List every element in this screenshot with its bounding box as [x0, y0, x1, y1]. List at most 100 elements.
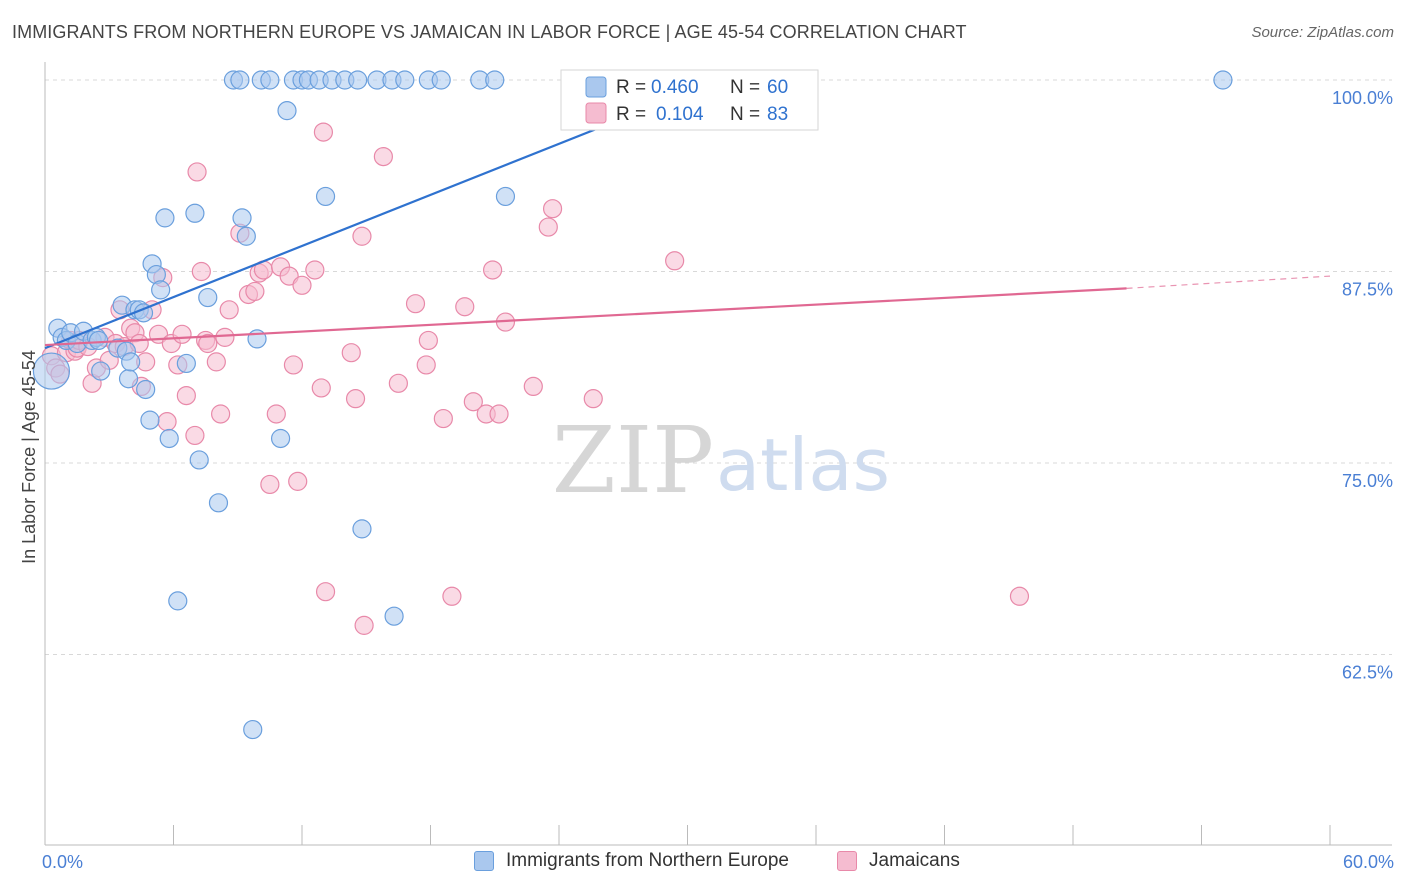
- legend-pink-n-label: N =: [730, 104, 760, 125]
- pink-point: [198, 333, 218, 354]
- pink-series-points: [41, 70, 1030, 635]
- pink-point: [219, 300, 239, 320]
- blue-point: [91, 361, 111, 381]
- pink-point: [187, 162, 207, 182]
- pink-point: [1009, 586, 1030, 606]
- blue-point: [277, 101, 297, 121]
- legend-swatch-pink: [837, 851, 857, 871]
- pink-point: [433, 408, 453, 429]
- blue-point: [208, 493, 229, 513]
- pink-point: [288, 471, 308, 491]
- blue-point: [232, 208, 252, 228]
- pink-point: [157, 412, 177, 432]
- pink-point: [405, 294, 426, 314]
- pink-point: [283, 355, 304, 375]
- blue-point: [88, 330, 109, 351]
- legend-pink-r-value: 0.104: [656, 104, 704, 125]
- blue-point: [485, 70, 505, 90]
- legend-item-jamaicans: Jamaicans: [837, 850, 960, 872]
- blue-point: [1213, 70, 1233, 90]
- pink-point: [305, 260, 325, 280]
- pink-point: [206, 352, 226, 372]
- blue-point: [395, 70, 415, 90]
- blue-point: [136, 379, 156, 400]
- y-tick-label: 75.0%: [1342, 471, 1393, 491]
- blue-point: [315, 186, 336, 207]
- legend-bottom: Immigrants from Northern Europe Jamaican…: [0, 850, 1406, 880]
- pink-point: [245, 281, 265, 302]
- x-tick-label-max: 60.0%: [1342, 852, 1394, 872]
- pink-point: [538, 217, 558, 237]
- blue-point: [352, 519, 372, 539]
- pink-point: [211, 404, 231, 424]
- blue-point: [118, 369, 139, 389]
- pink-point: [665, 251, 685, 271]
- y-tick-label: 87.5%: [1342, 280, 1393, 300]
- blue-point: [495, 186, 516, 207]
- pink-point: [185, 425, 205, 446]
- blue-series-points: [32, 70, 1233, 740]
- legend-label-jamaicans: Jamaicans: [869, 850, 960, 871]
- pink-point: [352, 226, 372, 246]
- blue-point: [198, 287, 218, 308]
- legend-pink-swatch: [585, 102, 607, 124]
- blue-point: [270, 428, 291, 449]
- pink-point: [442, 586, 462, 606]
- legend-blue-swatch: [585, 76, 607, 98]
- legend-label-northern-europe: Immigrants from Northern Europe: [506, 850, 789, 871]
- pink-point: [292, 275, 312, 295]
- pink-point: [191, 261, 211, 282]
- pink-point: [345, 389, 366, 409]
- blue-point: [168, 591, 188, 611]
- blue-point: [384, 606, 404, 626]
- grid-lines: [45, 79, 1392, 655]
- axes: [44, 62, 1392, 846]
- chart-title: IMMIGRANTS FROM NORTHERN EUROPE VS JAMAI…: [12, 22, 967, 42]
- pink-point: [388, 373, 408, 393]
- blue-point: [159, 428, 179, 449]
- blue-point: [176, 353, 196, 374]
- legend-blue-r-value: 0.460: [651, 77, 699, 98]
- y-tick-label: 62.5%: [1342, 663, 1393, 683]
- blue-point: [185, 203, 205, 223]
- blue-point: [236, 226, 256, 246]
- y-tick-label: 100.0%: [1332, 88, 1393, 108]
- pink-point: [373, 147, 393, 167]
- pink-point: [542, 199, 563, 219]
- pink-point: [463, 392, 483, 412]
- pink-point: [455, 297, 475, 317]
- pink-point: [583, 389, 603, 409]
- legend-pink-r-label: R =: [616, 104, 646, 125]
- pink-point: [215, 327, 235, 347]
- blue-point: [189, 450, 209, 470]
- legend-top: R = 0.460 N = 60 R = 0.104 N = 83: [560, 69, 819, 131]
- legend-pink-n-value: 83: [767, 104, 788, 125]
- pink-trend-line-dashed: [1126, 275, 1331, 289]
- pink-point: [354, 615, 374, 635]
- pink-point: [311, 378, 331, 398]
- pink-point: [313, 122, 334, 142]
- pink-point: [260, 474, 280, 495]
- legend-item-northern-europe: Immigrants from Northern Europe: [474, 850, 789, 872]
- blue-point: [243, 719, 263, 740]
- pink-point: [523, 376, 543, 396]
- pink-point: [489, 404, 509, 424]
- pink-point: [483, 260, 503, 280]
- x-tick-label-min: 0.0%: [42, 852, 84, 872]
- y-axis-title: In Labor Force | Age 45-54: [19, 350, 39, 564]
- watermark-atlas: atlas: [716, 423, 890, 507]
- blue-point: [140, 410, 160, 430]
- blue-point: [155, 208, 175, 228]
- pink-point: [416, 355, 436, 375]
- blue-point: [32, 352, 71, 390]
- pink-point: [315, 582, 336, 602]
- legend-blue-n-label: N =: [730, 77, 760, 98]
- blue-point: [230, 70, 250, 90]
- blue-point: [151, 280, 171, 300]
- pink-point: [341, 343, 361, 363]
- legend-swatch-blue: [474, 851, 494, 871]
- pink-point: [176, 385, 196, 406]
- pink-point: [418, 330, 438, 351]
- legend-blue-n-value: 60: [767, 77, 788, 98]
